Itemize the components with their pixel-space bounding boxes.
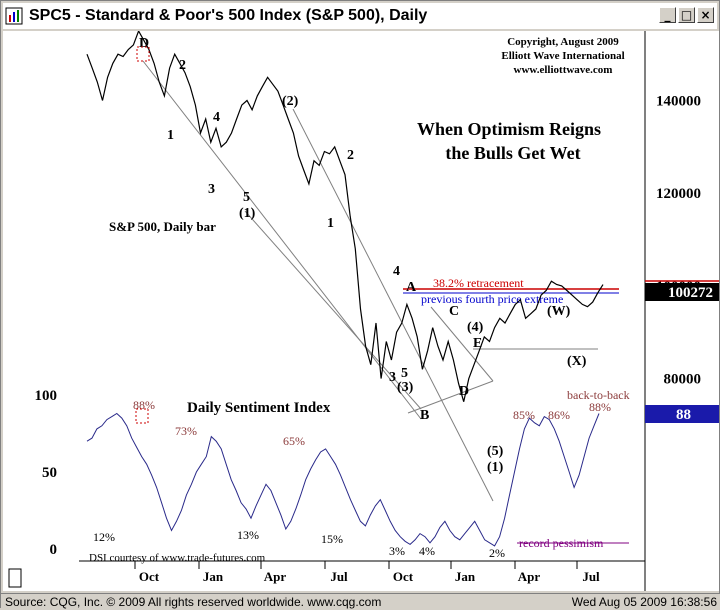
sentiment-labels: 88% 73% 65% 85% 86% 88% back-to-back xyxy=(133,388,630,448)
wave-label-mid-2: 2 xyxy=(347,148,354,163)
dsi-label-65: 65% xyxy=(283,434,305,448)
date-tick-label: Jan xyxy=(455,569,476,584)
dsi-label-13: 13% xyxy=(237,528,259,542)
chart-area: Copyright, August 2009 Elliott Wave Inte… xyxy=(3,29,719,591)
wave-label-3: 3 xyxy=(208,182,215,197)
dsi-credit: DSI courtesy of www.trade-futures.com xyxy=(89,552,266,564)
wave-label-b: B xyxy=(420,408,429,423)
wave-label-1-paren: (1) xyxy=(239,206,256,221)
app-icon xyxy=(5,7,23,25)
dsi-tick-label: 50 xyxy=(42,465,57,481)
wave-label-5: 5 xyxy=(243,190,250,205)
title-bar[interactable]: SPC5 - Standard & Poor's 500 Index (S&P … xyxy=(3,3,717,29)
date-tick-label: Apr xyxy=(518,569,541,584)
date-tick-label: Oct xyxy=(393,569,414,584)
headline-line-2: the Bulls Get Wet xyxy=(445,143,580,163)
price-tick-label: 120000 xyxy=(656,186,701,202)
price-series-label: S&P 500, Daily bar xyxy=(109,219,216,234)
wave-label-2: 2 xyxy=(179,58,186,73)
dsi-label-15: 15% xyxy=(321,532,343,546)
dsi-label-2: 2% xyxy=(489,546,505,560)
wave-label-c: C xyxy=(449,304,459,319)
scroll-handle[interactable] xyxy=(8,568,22,588)
wave-labels: D 2 1 4 3 5 (1) (2) 2 1 4 A 3 5 (3) B C … xyxy=(139,36,587,475)
copyright-line-3: www.elliottwave.com xyxy=(514,64,613,76)
last-price-box xyxy=(645,283,719,301)
status-timestamp: Wed Aug 05 2009 16:38:56 xyxy=(571,595,717,609)
last-dsi-box xyxy=(645,405,719,423)
wave-label-4b: 4 xyxy=(393,264,400,279)
copyright-line-2: Elliott Wave International xyxy=(501,50,624,62)
wave-label-5b: 5 xyxy=(401,366,408,381)
dsi-axis-ticks: 0 50 100 xyxy=(35,388,58,558)
dsi-label-85: 85% xyxy=(513,408,535,422)
headline-line-1: When Optimism Reigns xyxy=(417,119,601,139)
wave-label-3b: 3 xyxy=(389,370,396,385)
wave-label-2-paren: (2) xyxy=(282,94,299,109)
status-source: Source: CQG, Inc. © 2009 All rights rese… xyxy=(5,595,382,609)
fourth-extreme-label: previous fourth price extreme xyxy=(421,292,563,306)
date-tick-label: Jan xyxy=(203,569,224,584)
date-tick-label: Jul xyxy=(582,569,600,584)
wave-label-5-paren: (5) xyxy=(487,444,504,459)
dsi-series-line xyxy=(86,412,600,547)
wave-label-4-paren: (4) xyxy=(467,320,484,335)
sentiment-low-labels: 12% 13% 15% 3% 4% 2% xyxy=(93,528,505,560)
dsi-label-88b: 88% xyxy=(589,400,611,414)
back-to-back-label: back-to-back xyxy=(567,388,630,402)
dsi-label-12: 12% xyxy=(93,530,115,544)
close-button[interactable]: × xyxy=(697,7,714,23)
date-tick-label: Jul xyxy=(330,569,348,584)
top-marker-box xyxy=(136,46,150,62)
dsi-label-86: 86% xyxy=(548,408,570,422)
wave-label-e: E xyxy=(473,336,482,351)
wave-label-3-paren: (3) xyxy=(397,380,414,395)
chart-svg: Copyright, August 2009 Elliott Wave Inte… xyxy=(8,29,719,591)
last-dsi-value: 88 xyxy=(676,407,691,423)
dsi-label-73: 73% xyxy=(175,424,197,438)
minimize-button[interactable]: _ xyxy=(659,7,676,23)
dsi-tick-label: 100 xyxy=(35,388,58,404)
status-bar: Source: CQG, Inc. © 2009 All rights rese… xyxy=(1,593,720,610)
maximize-button[interactable]: □ xyxy=(678,7,695,23)
wave-label-4: 4 xyxy=(213,110,220,125)
plot-area xyxy=(79,31,645,591)
date-tick-label: Apr xyxy=(264,569,287,584)
wave-label-x: (X) xyxy=(567,354,587,369)
dsi-tick-label: 0 xyxy=(50,542,58,558)
date-tick-label: Oct xyxy=(139,569,160,584)
copyright-line-1: Copyright, August 2009 xyxy=(507,36,619,48)
price-series-line xyxy=(86,29,604,402)
price-axis-ticks: 80000100000120000140000 xyxy=(656,94,701,388)
sentiment-series-label: Daily Sentiment Index xyxy=(187,400,331,416)
wave-label-1: 1 xyxy=(167,128,174,143)
retracement-label: 38.2% retracement xyxy=(433,276,524,290)
window-title: SPC5 - Standard & Poor's 500 Index (S&P … xyxy=(29,7,428,24)
dsi-label-4: 4% xyxy=(419,544,435,558)
trend-channels xyxy=(142,60,598,502)
wave-label-mid-1: 1 xyxy=(327,216,334,231)
dsi-label-3: 3% xyxy=(389,544,405,558)
dsi-top-marker-box xyxy=(135,408,149,424)
price-tick-label: 140000 xyxy=(656,94,701,110)
date-axis-ticks: Oct Jan Apr Jul Oct Jan Apr Jul xyxy=(134,561,600,584)
wave-label-d: D xyxy=(139,36,149,51)
wave-label-d2: D xyxy=(459,384,469,399)
last-price-value: 100272 xyxy=(668,285,713,301)
wave-label-w: (W) xyxy=(547,304,571,319)
dsi-label-88: 88% xyxy=(133,398,155,412)
wave-label-1-circle: (1) xyxy=(487,460,504,475)
price-tick-label: 80000 xyxy=(664,372,702,388)
wave-label-a: A xyxy=(406,280,417,295)
